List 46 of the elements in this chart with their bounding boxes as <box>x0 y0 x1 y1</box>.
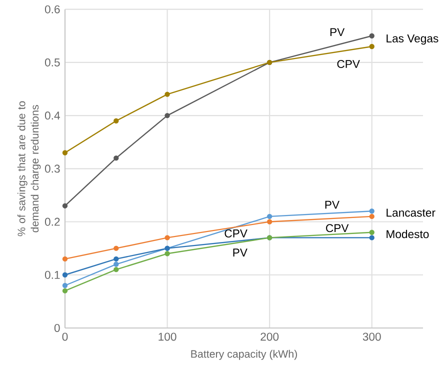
point <box>369 208 374 214</box>
point <box>62 272 68 278</box>
point <box>114 262 119 267</box>
x-tick-label: 100 <box>158 332 176 341</box>
point <box>62 282 68 288</box>
annotation: PV <box>233 248 248 256</box>
point <box>164 235 170 240</box>
point <box>62 256 68 262</box>
point <box>369 230 374 235</box>
x-tick-label: 300 <box>362 332 381 341</box>
annotation: CPV <box>224 229 248 238</box>
y-tick-label: 0.1 <box>44 270 60 279</box>
annotation: CPV <box>337 60 360 68</box>
y-tick-label: 0.4 <box>44 112 60 120</box>
y-tick-label: 0.5 <box>44 58 60 66</box>
y-tick-label: 0 <box>54 324 60 332</box>
x-tick-label: 0 <box>62 332 68 341</box>
point <box>114 155 119 161</box>
point <box>164 92 170 97</box>
annotation: CPV <box>326 224 349 232</box>
point <box>62 150 68 156</box>
point <box>114 246 119 251</box>
y-tick-label: 0.2 <box>44 218 60 226</box>
annotation: Las Vegas <box>386 34 438 45</box>
point <box>369 44 374 50</box>
y-axis-title: % of savings that are due to demand charge reduntions <box>17 101 41 236</box>
y-tick-label: 0.3 <box>44 164 60 173</box>
point <box>369 33 374 38</box>
point <box>266 214 272 220</box>
point <box>164 251 170 256</box>
annotation: Lancaster <box>386 208 436 217</box>
point <box>114 256 119 262</box>
x-axis-title: Battery capacity (kWh) <box>191 350 297 360</box>
point <box>369 214 374 220</box>
x-tick-label: 200 <box>260 332 279 341</box>
point <box>369 235 374 240</box>
point <box>114 118 119 124</box>
point <box>114 266 119 272</box>
point <box>164 112 170 118</box>
annotation: Modesto <box>386 230 429 238</box>
annotation: PV <box>325 200 340 209</box>
point <box>266 219 272 224</box>
annotation: PV <box>330 28 345 36</box>
y-tick-label: 0.6 <box>44 5 60 14</box>
point <box>62 288 68 294</box>
point <box>62 203 68 208</box>
